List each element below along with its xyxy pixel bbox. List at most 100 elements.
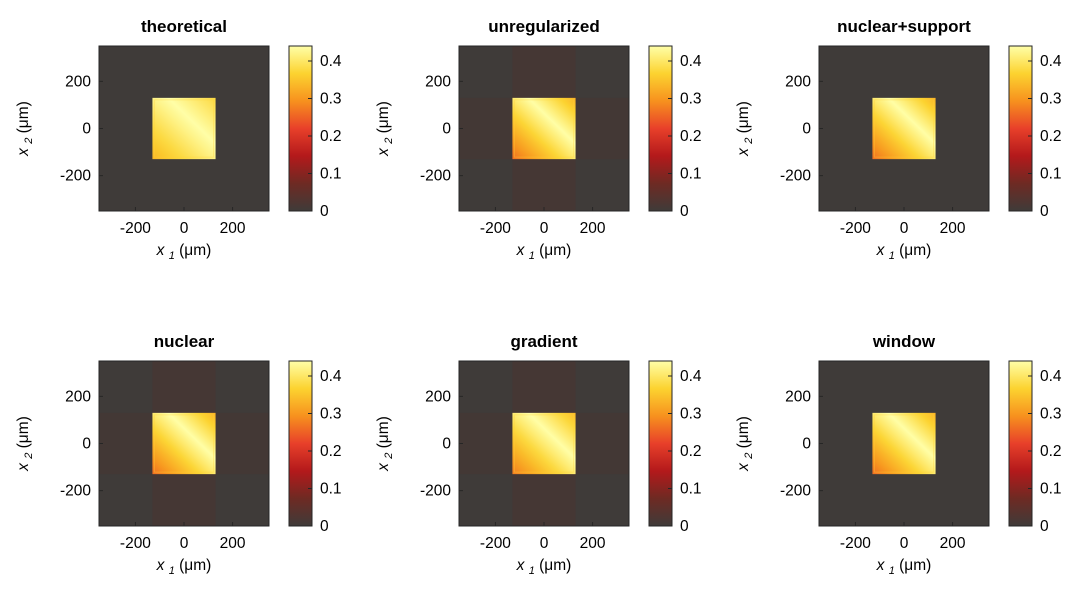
intensity-square — [872, 97, 936, 160]
heatmap-svg: window -200 0 200 -200 0 200 x 1 (μm) x 2 (μm) 0 0… — [735, 332, 1062, 577]
x-axis-label: x 1 (μm) — [156, 557, 212, 577]
colorbar-tick-label: 0.4 — [1040, 368, 1062, 385]
heatmap-svg: nuclear -200 0 200 -200 0 200 x 1 (μm) x 2 (μm) 0… — [15, 332, 342, 577]
colorbar-tick-label: 0 — [320, 518, 329, 535]
x-tick-label: 200 — [940, 535, 966, 552]
colorbar-tick-label: 0.2 — [320, 443, 342, 460]
colorbar-tick-label: 0.4 — [320, 368, 342, 385]
x-tick-label: 200 — [580, 535, 606, 552]
colorbar-tick-label: 0.1 — [320, 166, 342, 183]
y-tick-label: 0 — [82, 121, 91, 138]
colorbar-tick-label: 0.2 — [320, 128, 342, 145]
x-tick-label: -200 — [840, 535, 871, 552]
intensity-square — [152, 97, 216, 160]
y-tick-label: -200 — [420, 483, 451, 500]
x-axis-label: x 1 (μm) — [156, 242, 212, 262]
colorbar-tick-label: 0.1 — [680, 166, 702, 183]
panel-title: unregularized — [488, 17, 599, 36]
y-tick-label: -200 — [780, 483, 811, 500]
square-edge — [513, 99, 575, 158]
x-tick-label: 0 — [900, 535, 909, 552]
x-tick-label: 0 — [540, 535, 549, 552]
y-tick-label: 200 — [785, 73, 811, 90]
colorbar — [648, 45, 673, 212]
x-axis-label: x 1 (μm) — [876, 557, 932, 577]
colorbar-tick-label: 0.3 — [680, 91, 702, 108]
y-tick-label: 200 — [65, 73, 91, 90]
colorbar-tick-label: 0 — [1040, 518, 1049, 535]
intensity-square — [512, 97, 576, 160]
panel-title: window — [872, 332, 936, 351]
y-axis-label: x 2 (μm) — [375, 416, 395, 472]
x-axis-label: x 1 (μm) — [516, 242, 572, 262]
colorbar-tick-label: 0 — [680, 203, 689, 220]
x-tick-label: 200 — [940, 220, 966, 237]
square-edge — [513, 414, 575, 473]
colorbar — [288, 45, 313, 212]
y-tick-label: 200 — [425, 388, 451, 405]
square-edge — [153, 414, 215, 473]
x-tick-label: 200 — [580, 220, 606, 237]
colorbar — [1008, 45, 1033, 212]
colorbar-tick-label: 0.2 — [1040, 443, 1062, 460]
colorbar-tick-label: 0.1 — [1040, 166, 1062, 183]
panel-title: nuclear+support — [837, 17, 971, 36]
y-tick-label: -200 — [60, 483, 91, 500]
y-tick-label: 200 — [425, 73, 451, 90]
x-tick-label: 0 — [180, 535, 189, 552]
x-tick-label: 0 — [540, 220, 549, 237]
colorbar-tick-label: 0.4 — [320, 53, 342, 70]
square-edge — [153, 99, 215, 158]
heatmap-svg: gradient -200 0 200 -200 0 200 x 1 (μm) x 2 (μm)… — [375, 332, 702, 577]
y-axis-label: x 2 (μm) — [375, 101, 395, 157]
x-tick-label: 200 — [220, 220, 246, 237]
colorbar-tick-label: 0.2 — [680, 443, 702, 460]
y-axis-label: x 2 (μm) — [15, 101, 35, 157]
intensity-square — [872, 412, 936, 475]
y-tick-label: 0 — [82, 436, 91, 453]
y-tick-label: 200 — [785, 388, 811, 405]
heatmap-svg: theoretical -200 0 200 -200 0 200 x 1 (μm) x 2 (… — [15, 17, 342, 262]
y-tick-label: 200 — [65, 388, 91, 405]
panel-title: theoretical — [141, 17, 227, 36]
colorbar-tick-label: 0.2 — [1040, 128, 1062, 145]
x-tick-label: -200 — [480, 535, 511, 552]
intensity-square — [512, 412, 576, 475]
x-tick-label: -200 — [480, 220, 511, 237]
heatmap-svg: unregularized -200 0 200 -200 0 200 x 1 (μm) x 2… — [375, 17, 702, 262]
panel-title: nuclear — [154, 332, 215, 351]
panel-unregularized: unregularized -200 0 200 -200 0 200 x 1 (μm) x 2… — [360, 0, 716, 292]
intensity-square — [152, 412, 216, 475]
x-tick-label: -200 — [120, 535, 151, 552]
colorbar-tick-label: 0.1 — [680, 481, 702, 498]
colorbar-tick-label: 0.3 — [320, 91, 342, 108]
panel-title: gradient — [510, 332, 577, 351]
colorbar — [648, 360, 673, 527]
colorbar — [288, 360, 313, 527]
colorbar-tick-label: 0.3 — [680, 406, 702, 423]
colorbar-tick-label: 0.4 — [1040, 53, 1062, 70]
x-tick-label: 200 — [220, 535, 246, 552]
colorbar — [1008, 360, 1033, 527]
x-tick-label: 0 — [900, 220, 909, 237]
colorbar-tick-label: 0.4 — [680, 368, 702, 385]
panel-gradient: gradient -200 0 200 -200 0 200 x 1 (μm) x 2 (μm)… — [360, 315, 716, 607]
y-tick-label: 0 — [802, 436, 811, 453]
y-tick-label: -200 — [780, 168, 811, 185]
x-tick-label: -200 — [120, 220, 151, 237]
panel-theoretical: theoretical -200 0 200 -200 0 200 x 1 (μm) x 2 (… — [0, 0, 356, 292]
y-tick-label: -200 — [60, 168, 91, 185]
panel-nuclear: nuclear -200 0 200 -200 0 200 x 1 (μm) x 2 (μm) 0… — [0, 315, 356, 607]
colorbar-tick-label: 0 — [1040, 203, 1049, 220]
x-tick-label: 0 — [180, 220, 189, 237]
colorbar-tick-label: 0 — [320, 203, 329, 220]
x-tick-label: -200 — [840, 220, 871, 237]
y-axis-label: x 2 (μm) — [15, 416, 35, 472]
y-axis-label: x 2 (μm) — [735, 416, 755, 472]
colorbar-tick-label: 0 — [680, 518, 689, 535]
y-tick-label: -200 — [420, 168, 451, 185]
y-tick-label: 0 — [442, 436, 451, 453]
panel-window: window -200 0 200 -200 0 200 x 1 (μm) x 2 (μm) 0 0… — [720, 315, 1068, 607]
colorbar-tick-label: 0.1 — [1040, 481, 1062, 498]
colorbar-tick-label: 0.1 — [320, 481, 342, 498]
